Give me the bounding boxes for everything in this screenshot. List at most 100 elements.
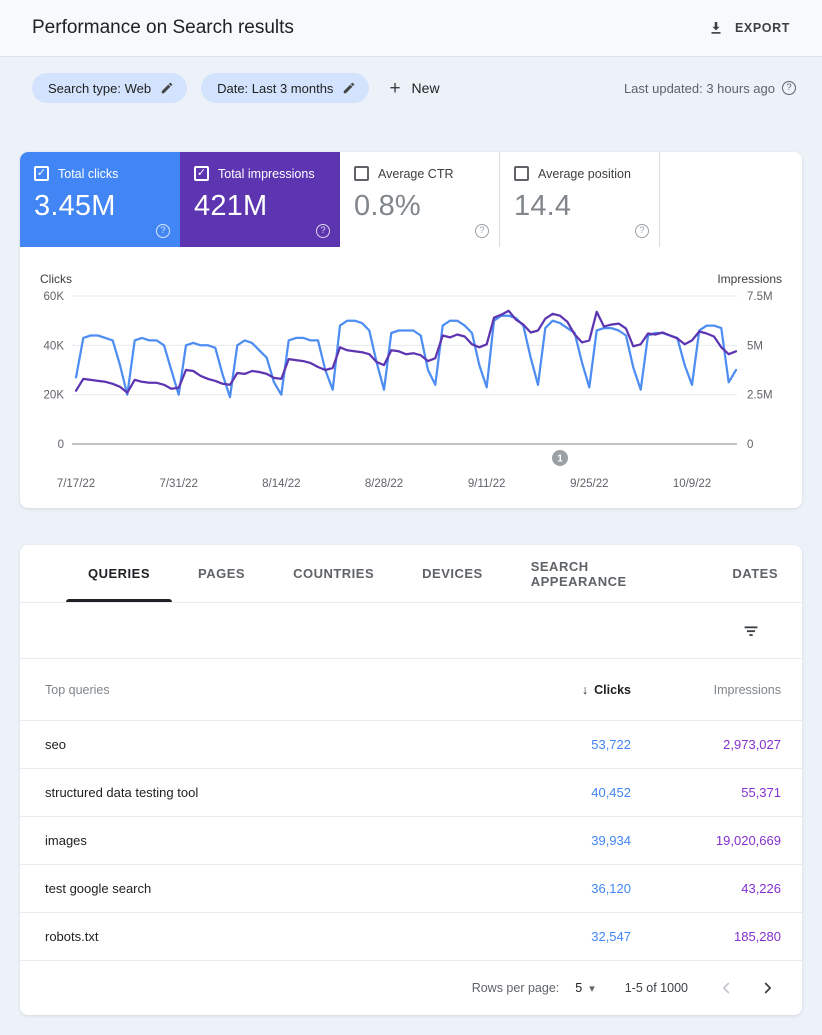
performance-chart-card: ✓ Total clicks 3.45M ? ✓ Total impressio… bbox=[20, 152, 802, 508]
previous-page-button bbox=[714, 976, 738, 1000]
query-cell: images bbox=[45, 833, 87, 848]
filter-list-icon[interactable] bbox=[736, 616, 766, 646]
edit-pencil-icon bbox=[160, 81, 174, 95]
metric-label: Total impressions bbox=[218, 166, 315, 181]
tab-devices[interactable]: DEVICES bbox=[422, 566, 483, 581]
last-updated: Last updated: 3 hours ago ? bbox=[624, 81, 796, 96]
metric-cards-row: ✓ Total clicks 3.45M ? ✓ Total impressio… bbox=[20, 152, 802, 247]
performance-chart: Clicks Impressions 0 0 20K 2.5M 40K 5M 60K 7.5M 7/… bbox=[40, 272, 782, 490]
svg-text:10/9/22: 10/9/22 bbox=[673, 478, 711, 490]
new-filter-button[interactable]: + New bbox=[383, 79, 445, 98]
table-row[interactable]: structured data testing tool 40,452 55,3… bbox=[20, 769, 802, 817]
checkbox-unchecked-icon[interactable] bbox=[354, 166, 369, 181]
table-filter-row bbox=[20, 603, 802, 659]
metric-value: 14.4 bbox=[514, 190, 572, 222]
download-icon bbox=[707, 19, 725, 37]
checkbox-checked-icon[interactable]: ✓ bbox=[34, 166, 49, 181]
help-icon[interactable]: ? bbox=[475, 224, 489, 238]
svg-text:Clicks: Clicks bbox=[40, 272, 72, 286]
metric-card-total-impressions[interactable]: ✓ Total impressions 421M ? bbox=[180, 152, 340, 247]
column-header-clicks[interactable]: ↓ Clicks bbox=[581, 682, 631, 697]
query-cell: seo bbox=[45, 737, 66, 752]
svg-text:40K: 40K bbox=[44, 340, 65, 352]
filter-bar: Search type: Web Date: Last 3 months + N… bbox=[0, 57, 822, 119]
chart-area: Clicks Impressions 0 0 20K 2.5M 40K 5M 60K 7.5M 7/… bbox=[20, 265, 802, 505]
checkbox-unchecked-icon[interactable] bbox=[514, 166, 529, 181]
metric-value: 0.8% bbox=[354, 190, 421, 222]
query-cell: test google search bbox=[45, 881, 152, 896]
date-range-chip[interactable]: Date: Last 3 months bbox=[201, 73, 370, 103]
date-range-chip-label: Date: Last 3 months bbox=[217, 80, 334, 96]
metric-value: 3.45M bbox=[34, 190, 116, 222]
pagination-bar: Rows per page: 5 ▾ 1-5 of 1000 bbox=[20, 961, 802, 1015]
dimension-tabs: QUERIES PAGES COUNTRIES DEVICES SEARCH A… bbox=[20, 545, 802, 603]
search-type-chip[interactable]: Search type: Web bbox=[32, 73, 188, 103]
svg-text:Impressions: Impressions bbox=[717, 272, 782, 286]
checkbox-checked-icon[interactable]: ✓ bbox=[194, 166, 209, 181]
dimensions-table-card: QUERIES PAGES COUNTRIES DEVICES SEARCH A… bbox=[20, 545, 802, 1015]
page-header: Performance on Search results EXPORT bbox=[0, 0, 822, 57]
svg-text:20K: 20K bbox=[44, 390, 65, 402]
clicks-cell: 40,452 bbox=[591, 785, 631, 800]
search-type-chip-label: Search type: Web bbox=[48, 80, 152, 96]
metric-card-total-clicks[interactable]: ✓ Total clicks 3.45M ? bbox=[20, 152, 180, 247]
svg-text:8/14/22: 8/14/22 bbox=[262, 478, 300, 490]
svg-text:2.5M: 2.5M bbox=[747, 390, 773, 402]
svg-text:60K: 60K bbox=[44, 291, 65, 303]
help-icon[interactable]: ? bbox=[156, 224, 170, 238]
tab-search-appearance[interactable]: SEARCH APPEARANCE bbox=[530, 558, 627, 589]
pagination-range: 1-5 of 1000 bbox=[624, 981, 688, 995]
impressions-cell: 185,280 bbox=[734, 929, 781, 944]
tab-queries[interactable]: QUERIES bbox=[64, 545, 174, 602]
next-page-button[interactable] bbox=[756, 976, 780, 1000]
rows-per-page-value: 5 bbox=[575, 981, 583, 995]
query-cell: robots.txt bbox=[45, 929, 99, 944]
metric-label: Average CTR bbox=[378, 166, 454, 181]
table-row[interactable]: seo 53,722 2,973,027 bbox=[20, 721, 802, 769]
svg-text:7/17/22: 7/17/22 bbox=[57, 478, 95, 490]
plus-icon: + bbox=[389, 77, 401, 99]
impressions-cell: 55,371 bbox=[741, 785, 781, 800]
svg-text:9/25/22: 9/25/22 bbox=[570, 478, 608, 490]
table-row[interactable]: robots.txt 32,547 185,280 bbox=[20, 913, 802, 961]
rows-per-page-select[interactable]: 5 ▾ bbox=[575, 981, 594, 995]
help-icon[interactable]: ? bbox=[782, 81, 796, 95]
impressions-cell: 43,226 bbox=[741, 881, 781, 896]
query-cell: structured data testing tool bbox=[45, 785, 199, 800]
export-button[interactable]: EXPORT bbox=[701, 18, 796, 38]
clicks-cell: 36,120 bbox=[591, 881, 631, 896]
help-icon[interactable]: ? bbox=[635, 224, 649, 238]
svg-text:7.5M: 7.5M bbox=[747, 291, 773, 303]
metric-value: 421M bbox=[194, 190, 268, 222]
clicks-cell: 39,934 bbox=[591, 833, 631, 848]
impressions-cell: 19,020,669 bbox=[715, 833, 781, 848]
sort-desc-icon: ↓ bbox=[581, 682, 589, 697]
tab-pages[interactable]: PAGES bbox=[198, 566, 246, 581]
svg-text:0: 0 bbox=[747, 439, 753, 451]
metric-label: Total clicks bbox=[58, 166, 119, 181]
last-updated-text: Last updated: 3 hours ago bbox=[623, 80, 775, 96]
column-header-top-queries: Top queries bbox=[45, 682, 110, 697]
metric-label: Average position bbox=[538, 166, 631, 181]
column-header-impressions[interactable]: Impressions bbox=[713, 682, 781, 697]
clicks-cell: 32,547 bbox=[591, 929, 631, 944]
metric-card-average-position[interactable]: Average position 14.4 ? bbox=[500, 152, 660, 247]
svg-text:1: 1 bbox=[557, 454, 563, 465]
edit-pencil-icon bbox=[342, 81, 356, 95]
svg-text:9/11/22: 9/11/22 bbox=[468, 478, 506, 490]
new-filter-label: New bbox=[411, 80, 440, 96]
page-title: Performance on Search results bbox=[32, 17, 294, 38]
svg-text:0: 0 bbox=[58, 439, 64, 451]
impressions-cell: 2,973,027 bbox=[723, 737, 781, 752]
tab-dates[interactable]: DATES bbox=[732, 566, 778, 581]
help-icon[interactable]: ? bbox=[316, 224, 330, 238]
main-content: ✓ Total clicks 3.45M ? ✓ Total impressio… bbox=[0, 152, 822, 1015]
table-row[interactable]: images 39,934 19,020,669 bbox=[20, 817, 802, 865]
table-header-row: Top queries ↓ Clicks Impressions bbox=[20, 659, 802, 721]
dropdown-arrow-icon: ▾ bbox=[589, 982, 595, 995]
table-row[interactable]: test google search 36,120 43,226 bbox=[20, 865, 802, 913]
export-label: EXPORT bbox=[735, 21, 790, 35]
svg-text:7/31/22: 7/31/22 bbox=[159, 478, 197, 490]
metric-card-average-ctr[interactable]: Average CTR 0.8% ? bbox=[340, 152, 500, 247]
tab-countries[interactable]: COUNTRIES bbox=[293, 566, 375, 581]
